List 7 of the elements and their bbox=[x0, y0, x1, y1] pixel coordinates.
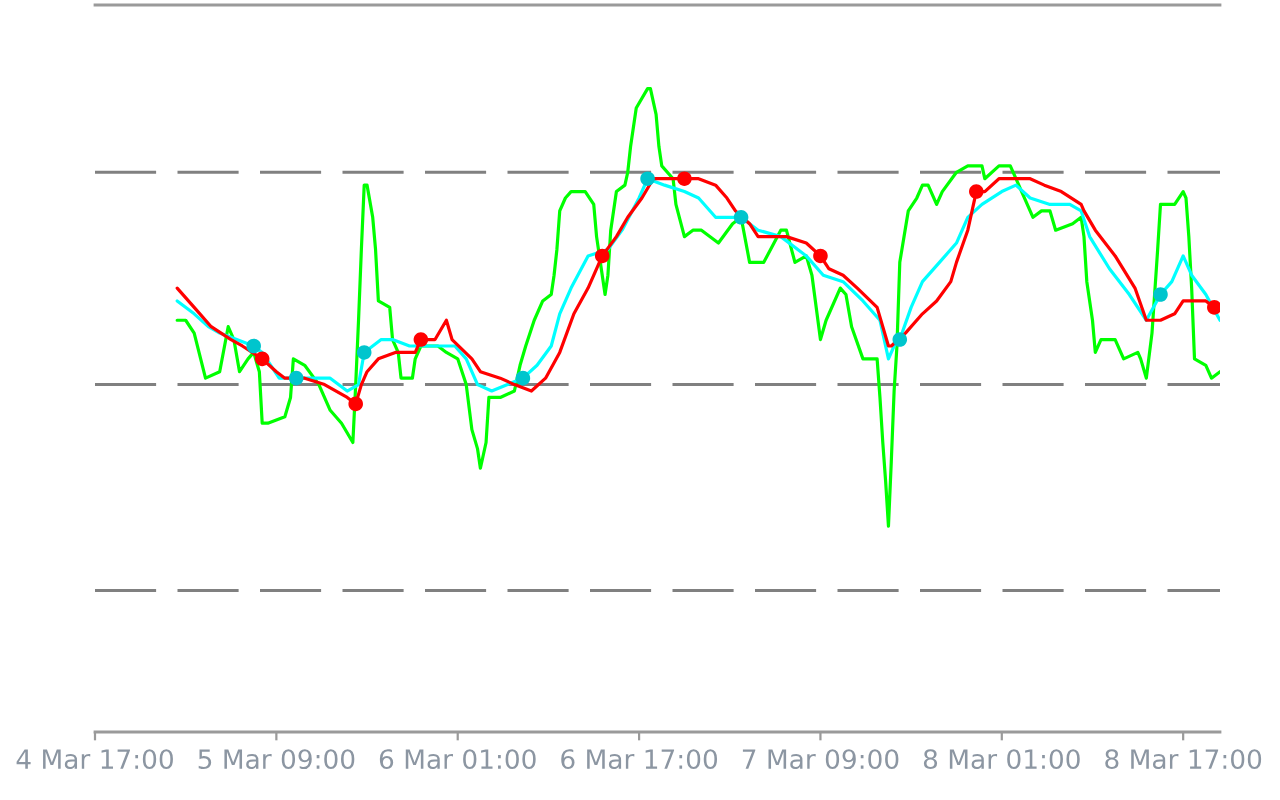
x-tick-label: 6 Mar 17:00 bbox=[561, 749, 718, 770]
x-tick-label: 4 Mar 17:00 bbox=[16, 749, 173, 770]
x-tick-label: 6 Mar 01:00 bbox=[379, 749, 536, 770]
x-tick-label: 7 Mar 09:00 bbox=[742, 749, 899, 770]
x-tick-label: 5 Mar 09:00 bbox=[198, 749, 355, 770]
x-tick-label: 8 Mar 01:00 bbox=[923, 749, 1080, 770]
x-tick-label: 8 Mar 17:00 bbox=[1105, 749, 1262, 770]
